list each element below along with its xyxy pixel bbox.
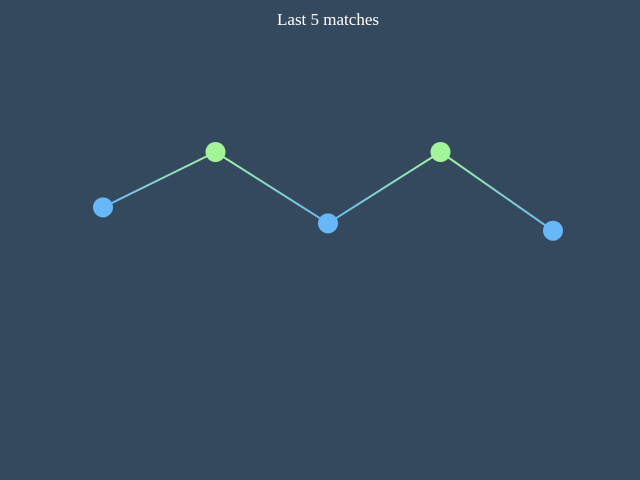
data-points [93,142,563,241]
data-point-1 [93,197,113,218]
line-segment [102,151,216,209]
line-segment [214,151,329,225]
line-segment [327,151,442,225]
data-point-5 [543,220,563,241]
data-point-2 [205,142,226,162]
line-segments [102,151,554,232]
data-point-4 [430,142,451,162]
data-point-3 [318,213,338,234]
line-segment [439,151,554,232]
chart-title: Last 5 matches [277,10,379,29]
